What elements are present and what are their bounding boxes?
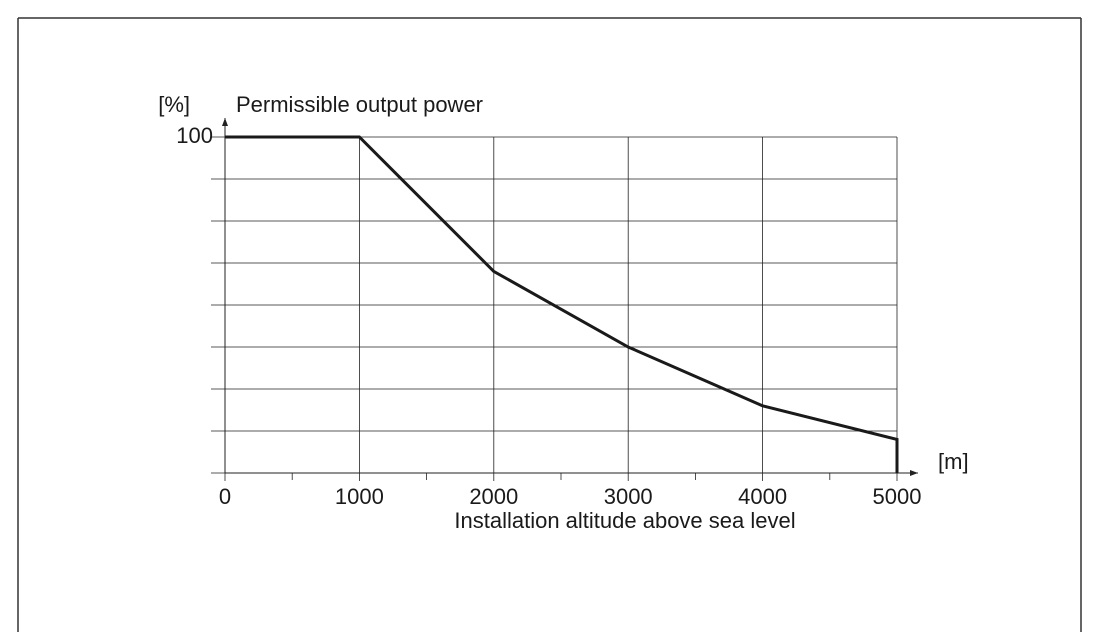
x-tick-label: 5000	[873, 484, 922, 509]
x-axis-arrow	[910, 470, 918, 476]
x-tick-label: 4000	[738, 484, 787, 509]
series-line	[225, 135, 899, 473]
x-tick-label: 2000	[469, 484, 518, 509]
y-axis-arrow	[222, 118, 228, 126]
x-axis-label: Installation altitude above sea level	[454, 508, 795, 533]
x-unit: [m]	[938, 449, 969, 474]
x-tick-label: 3000	[604, 484, 653, 509]
x-tick-label: 1000	[335, 484, 384, 509]
frame	[17, 17, 1082, 632]
y-tick-label: 100	[176, 123, 213, 148]
y-axis-label: Permissible output power	[236, 92, 483, 117]
y-unit: [%]	[158, 92, 190, 117]
x-tick-label: 0	[219, 484, 231, 509]
